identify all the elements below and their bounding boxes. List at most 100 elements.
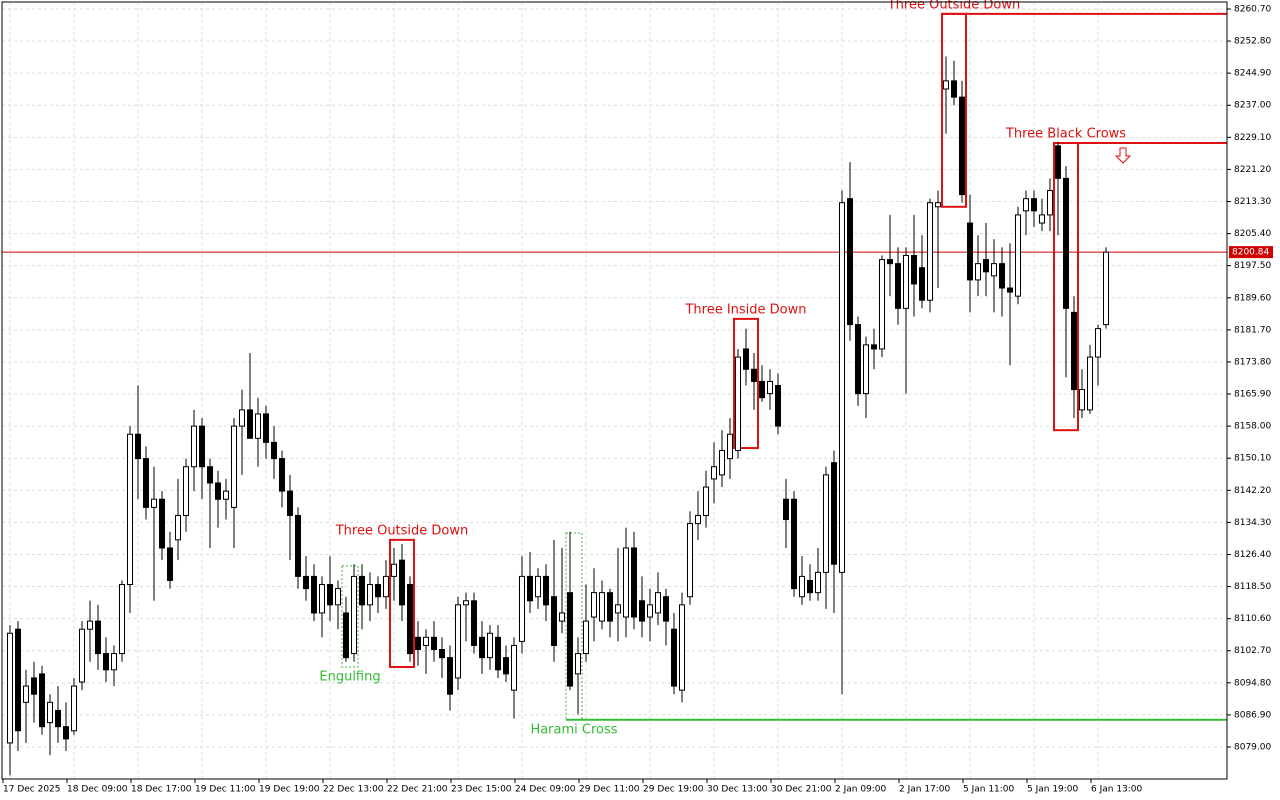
candle-body: [359, 575, 365, 606]
candle-body: [575, 653, 581, 675]
candle-body: [1063, 177, 1069, 309]
pattern-label: Three Outside Down: [887, 0, 1021, 12]
pattern-arrow: [1114, 147, 1132, 164]
candle-body: [263, 413, 269, 443]
candle-body: [159, 498, 165, 549]
candle-body: [679, 604, 685, 691]
candle-body: [519, 575, 525, 642]
x-tick-label: 29 Dec 11:00: [579, 785, 640, 795]
y-tick-label: 8197.50: [1234, 261, 1271, 271]
candle-body: [831, 462, 837, 565]
candle-body: [79, 628, 85, 683]
candle-body: [47, 701, 53, 724]
y-tick-label: 8079.00: [1234, 742, 1271, 752]
x-tick-label: 2 Jan 09:00: [835, 785, 887, 795]
y-tick-label: 8094.80: [1234, 678, 1271, 688]
candle-body: [367, 584, 373, 606]
candle-body: [95, 620, 101, 655]
candle-body: [751, 368, 757, 382]
candle-body: [231, 425, 237, 508]
candle-body: [839, 202, 845, 573]
x-tick-label: 19 Dec 11:00: [195, 785, 256, 795]
candle-body: [175, 514, 181, 541]
candle-body: [247, 409, 253, 439]
candle-body: [967, 222, 973, 281]
candle-body: [815, 571, 821, 594]
x-tick-label: 6 Jan 13:00: [1091, 785, 1143, 795]
candle-body: [103, 653, 109, 671]
candle-body: [799, 575, 805, 598]
candle-body: [871, 344, 877, 350]
candle-body: [767, 380, 773, 395]
candle-body: [695, 514, 701, 525]
candle-body: [1047, 190, 1053, 216]
candle-body: [39, 673, 45, 728]
candle-body: [543, 575, 549, 606]
candle-body: [55, 709, 61, 728]
candle-body: [287, 490, 293, 516]
candle-body: [431, 636, 437, 651]
candle-body: [535, 575, 541, 598]
pattern-box: [565, 532, 583, 721]
candle-body: [991, 263, 997, 277]
candle-body: [487, 632, 493, 659]
candle-body: [687, 523, 693, 598]
candle-body: [375, 584, 381, 598]
y-tick-label: 8158.00: [1234, 422, 1271, 432]
y-tick-label: 8110.60: [1234, 614, 1271, 624]
candle-body: [15, 628, 21, 732]
candle-body: [703, 486, 709, 516]
y-tick-label: 8229.10: [1234, 133, 1271, 143]
candle-body: [759, 380, 765, 399]
y-tick-label: 8102.70: [1234, 646, 1271, 656]
y-tick-label: 8237.00: [1234, 101, 1271, 111]
x-tick-label: 2 Jan 17:00: [899, 785, 951, 795]
candle-body: [503, 657, 509, 675]
candle-body: [807, 579, 813, 594]
candle-body: [719, 449, 725, 476]
candle-body: [479, 636, 485, 659]
candle-body: [1103, 251, 1109, 326]
candle-body: [407, 584, 413, 655]
x-tick-label: 5 Jan 11:00: [963, 785, 1015, 795]
candle-body: [183, 466, 189, 516]
candle-body: [647, 604, 653, 618]
candle-body: [847, 198, 853, 326]
candle-body: [135, 433, 141, 460]
candle-body: [7, 632, 13, 744]
candle-body: [239, 409, 245, 427]
y-tick-label: 8150.10: [1234, 454, 1271, 464]
candle-body: [495, 636, 501, 671]
candle-body: [671, 628, 677, 687]
candle-body: [583, 620, 589, 655]
candle-body: [895, 263, 901, 309]
candle-body: [775, 385, 781, 427]
candle-body: [1007, 287, 1013, 293]
candle-body: [199, 425, 205, 468]
candle-body: [1079, 389, 1085, 411]
candle-body: [343, 612, 349, 659]
candle-body: [615, 604, 621, 614]
candle-body: [207, 466, 213, 484]
candle-body: [351, 575, 357, 655]
x-tick-label: 23 Dec 15:00: [451, 785, 512, 795]
candle-body: [527, 575, 533, 602]
candle-body: [983, 259, 989, 273]
plot-frame: [1, 1, 1228, 780]
y-tick-label: 8086.90: [1234, 710, 1271, 720]
candle-body: [887, 259, 893, 265]
candle-body: [935, 202, 941, 208]
candle-body: [599, 592, 605, 622]
candle-body: [279, 458, 285, 492]
candle-body: [999, 263, 1005, 289]
candle-body: [1071, 311, 1077, 391]
y-tick-label: 8252.80: [1234, 37, 1271, 47]
candle-body: [591, 592, 597, 618]
candle-body: [951, 80, 957, 98]
candle-body: [327, 584, 333, 606]
candle-body: [383, 575, 389, 598]
candle-body: [631, 547, 637, 618]
candle-body: [903, 255, 909, 309]
candle-body: [1015, 214, 1021, 297]
candle-body: [551, 596, 557, 646]
